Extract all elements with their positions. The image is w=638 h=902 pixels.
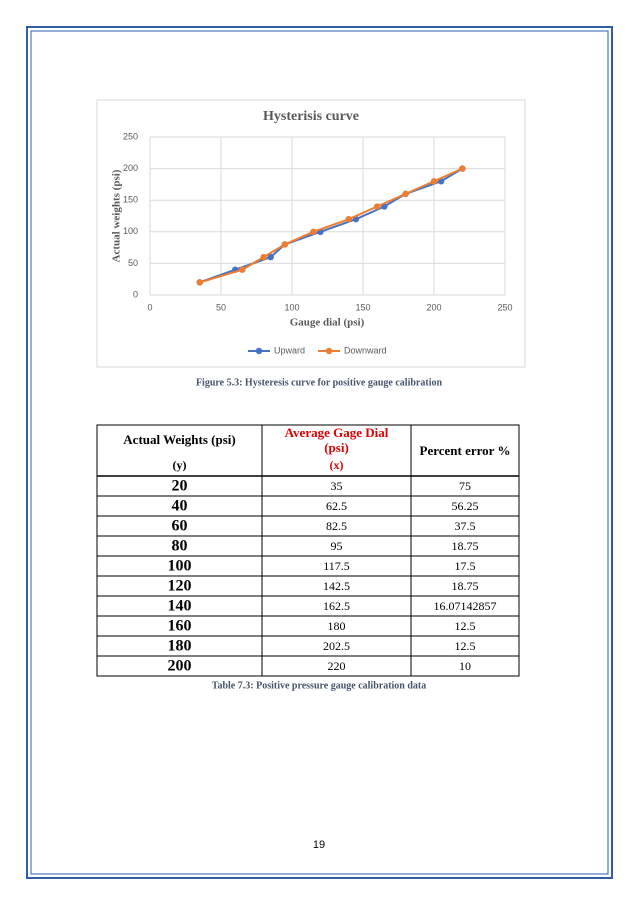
table-cell: 12.5	[455, 619, 476, 633]
table-cell: 75	[459, 479, 471, 493]
table-caption: Table 7.3: Positive pressure gauge calib…	[212, 680, 427, 691]
data-point	[310, 228, 317, 235]
table-cell: 18.75	[452, 579, 479, 593]
table-cell: 142.5	[323, 579, 350, 593]
data-point	[345, 215, 352, 223]
data-point	[430, 178, 438, 185]
header-symbol: (x)	[330, 458, 344, 472]
table-cell: 80	[172, 538, 188, 555]
header-label: (psi)	[324, 440, 349, 455]
y-axis-label: Actual weights (psi)	[111, 169, 123, 262]
legend-label: Upward	[274, 345, 305, 355]
legend-marker	[325, 347, 333, 355]
table-cell: 10	[459, 659, 471, 673]
table-cell: 60	[172, 518, 188, 535]
table-cell: 140	[168, 598, 192, 615]
header-symbol: (y)	[173, 458, 187, 472]
x-tick-label: 50	[216, 302, 226, 312]
header-label: Percent error %	[420, 443, 511, 458]
y-tick-label: 250	[123, 131, 138, 141]
series-line	[199, 167, 463, 284]
data-point	[260, 253, 267, 261]
table-cell: 56.25	[452, 499, 479, 513]
data-point	[267, 253, 274, 261]
table: Actual Weights (psi) (y) Average Gage Dial…	[96, 424, 520, 677]
data-point	[459, 165, 466, 172]
table-cell: 200	[168, 658, 192, 675]
table-cell: 120	[168, 578, 192, 595]
table-cell: 17.5	[455, 559, 476, 573]
x-tick-label: 250	[497, 302, 512, 312]
table-cell: 18.75	[452, 539, 479, 553]
table-cell: 180	[328, 619, 346, 633]
table-cell: 162.5	[323, 599, 350, 613]
table-cell: 20	[172, 478, 188, 495]
data-point	[196, 279, 203, 286]
page-border	[26, 26, 613, 879]
table-cell: 220	[328, 659, 346, 673]
y-tick-label: 200	[123, 163, 138, 173]
page-border	[30, 30, 609, 875]
table-cell: 40	[172, 498, 188, 515]
x-tick-label: 100	[284, 302, 299, 312]
y-tick-label: 100	[123, 226, 138, 236]
y-tick-label: 150	[123, 195, 138, 205]
table-cell: 37.5	[455, 519, 476, 533]
page-number: 19	[313, 839, 325, 851]
x-axis-label: Gauge dial (psi)	[290, 317, 365, 329]
legend-marker	[255, 347, 263, 355]
x-tick-label: 200	[426, 302, 441, 312]
table-cell: 160	[168, 618, 192, 635]
table-cell: 82.5	[326, 519, 347, 533]
table-cell: 12.5	[455, 639, 476, 653]
table-cell: 95	[331, 539, 343, 553]
table-cell: 100	[168, 558, 192, 575]
x-tick-label: 0	[147, 302, 152, 312]
data-point	[374, 203, 381, 210]
header-label: Average Gage Dial	[285, 425, 389, 440]
table-cell: 62.5	[326, 499, 347, 513]
y-tick-label: 0	[133, 289, 138, 299]
table-cell: 35	[331, 479, 343, 493]
table-cell: 117.5	[323, 559, 350, 573]
data-point	[281, 241, 289, 248]
chart-title: Hysterisis curve	[263, 109, 359, 124]
table-cell: 16.07142857	[434, 599, 497, 613]
y-tick-label: 50	[128, 258, 138, 268]
figure-caption: Figure 5.3: Hysteresis curve for positiv…	[196, 377, 443, 388]
table-cell: 202.5	[323, 639, 350, 653]
data-point	[239, 266, 246, 273]
data-point	[402, 190, 409, 198]
header-label: Actual Weights (psi)	[123, 432, 235, 447]
x-tick-label: 150	[355, 302, 370, 312]
legend-label: Downward	[344, 345, 387, 355]
table-cell: 180	[168, 638, 192, 655]
